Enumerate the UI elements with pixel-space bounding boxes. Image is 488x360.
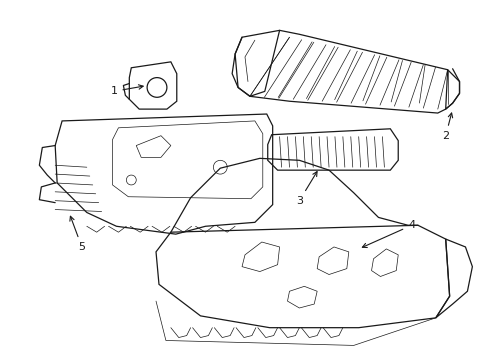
Text: 3: 3 [295,172,316,206]
Text: 5: 5 [70,216,85,252]
Text: 1: 1 [110,85,143,96]
Text: 4: 4 [362,220,414,248]
Text: 2: 2 [441,113,452,141]
